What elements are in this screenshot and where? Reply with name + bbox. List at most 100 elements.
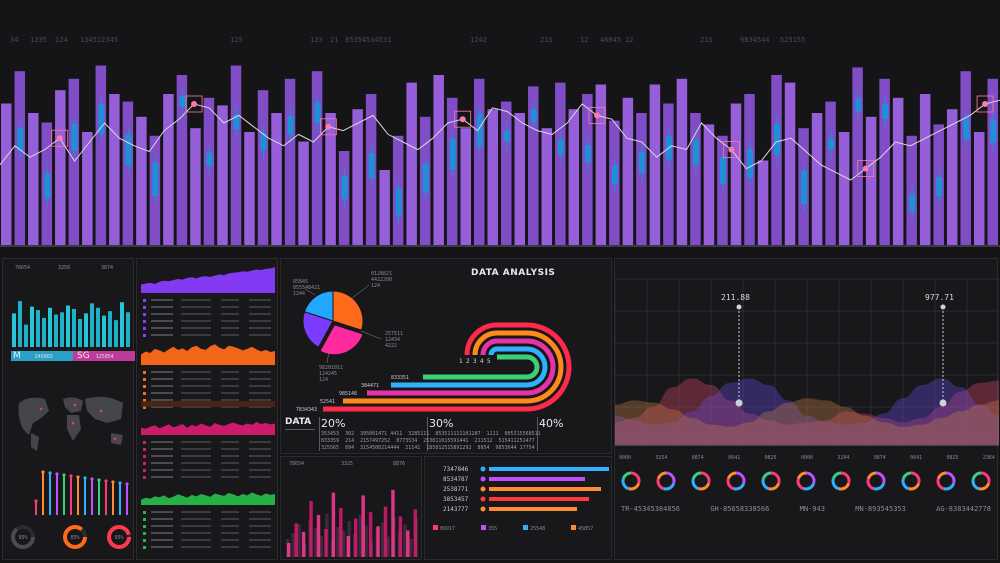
data-table-row: 325565 894 3154500214444 21141 1858125158912… — [321, 445, 611, 452]
list-row-text — [221, 299, 239, 301]
arc-bar-curve — [526, 322, 572, 412]
pink-bar — [398, 516, 403, 557]
list-row-text — [151, 476, 173, 478]
list-row-text — [181, 525, 211, 527]
left-bar — [24, 324, 28, 347]
list-row-text — [221, 334, 239, 336]
cell: 3154500214444 — [360, 445, 400, 451]
arc-scale-label: 5 — [487, 358, 491, 365]
pie-slice — [332, 290, 364, 331]
top-bar — [406, 82, 417, 246]
candle-body — [98, 104, 105, 134]
top-bar — [136, 116, 147, 246]
pink-bar — [294, 523, 298, 557]
pie-label-group-1: 85845 855548421 1244 — [293, 279, 320, 297]
top-bar — [771, 75, 782, 246]
area-series — [141, 344, 275, 365]
percent-20: 20% — [321, 417, 346, 430]
top-bar — [960, 71, 971, 246]
hbar-label: 2538771 — [443, 486, 469, 493]
wave-grid — [615, 278, 999, 445]
hbar-label: 7347846 — [443, 466, 469, 473]
top-bar — [973, 132, 985, 246]
top-bar — [217, 105, 228, 247]
cell: 005315568511 — [504, 431, 541, 437]
cell: 302 — [345, 431, 355, 437]
ticker-text: 34 — [10, 36, 18, 44]
top-candlestick-chart: 34 1235 124 134512345 125 123 21 85354534531 124… — [0, 0, 1000, 250]
hbar-label: 8534787 — [443, 476, 469, 483]
ticker-text: 215 — [700, 36, 713, 44]
top-bar — [244, 132, 255, 246]
ticker-text: 12 — [580, 36, 588, 44]
list-row-text — [151, 334, 173, 336]
cell: 2157497252 — [360, 438, 391, 444]
top-bar — [879, 78, 890, 246]
left-bar — [18, 301, 22, 347]
top-bar — [325, 113, 336, 246]
gauge-3 — [107, 525, 131, 549]
data-analysis-pie — [302, 284, 382, 364]
list-row-text — [181, 327, 211, 329]
donut-segment — [831, 478, 840, 491]
hbar — [489, 477, 585, 481]
donut-segment — [901, 478, 910, 491]
multibar-cap — [69, 474, 73, 478]
donut-segment — [691, 478, 700, 491]
multibar-cap — [48, 471, 52, 475]
top-bar — [95, 65, 107, 246]
list-row-text — [221, 306, 239, 308]
candle-body — [395, 188, 402, 216]
data-table-row: 833359 214 2157497252 8773534 25381101559144… — [321, 438, 611, 445]
left-bar — [72, 308, 76, 347]
list-row-dot — [143, 532, 146, 535]
list-row-dot — [143, 313, 146, 316]
ticker-text: 9834544 — [740, 36, 770, 44]
list-row-dot — [143, 299, 146, 302]
footer-code: MN-893545353 — [855, 505, 906, 513]
list-row-text — [181, 539, 211, 541]
donut-segment — [796, 471, 807, 480]
ticker-text: 21 — [330, 36, 338, 44]
pink-bar-bg — [336, 527, 340, 557]
candle-body — [774, 124, 781, 155]
pink-bar — [354, 518, 358, 557]
list-row-dot — [143, 441, 146, 444]
legend-item: 355 — [481, 525, 497, 532]
hbar-labels: 7347846 8534787 2538771 3853457 2143777 — [443, 465, 468, 515]
cell: 9853644 17754 — [495, 445, 535, 451]
donut-label: 3254 — [655, 455, 668, 461]
left-bar — [60, 312, 64, 347]
donut-segment — [943, 482, 956, 491]
top-candle-series — [17, 88, 997, 224]
list-row-text — [221, 441, 239, 443]
top-bar — [257, 90, 269, 246]
callout-2-value: 977.71 — [925, 293, 954, 302]
list-row-text — [249, 299, 271, 301]
pink-bar — [376, 526, 380, 557]
hbar-label: 2143777 — [443, 506, 469, 513]
donut-label: 0825 — [946, 455, 959, 461]
pink-bar-bg — [313, 528, 318, 557]
candle-body — [963, 118, 970, 140]
pie-label-11: 124245 — [319, 371, 338, 377]
list-row-dot — [143, 306, 146, 309]
pie-leader — [304, 288, 316, 296]
left-bar — [54, 314, 58, 347]
hbar-dot — [480, 476, 486, 482]
cell: 253811015591441 — [423, 438, 469, 444]
list-row-dot — [143, 399, 146, 402]
footer-code: GH-85658338566 — [710, 505, 770, 513]
pie-label-7: 257511 — [385, 331, 404, 337]
left-bar — [102, 315, 106, 347]
list-row-dot — [143, 455, 146, 458]
percent-40: 40% — [539, 417, 564, 430]
arc-scale-label: 3 — [473, 358, 477, 365]
top-bar — [68, 78, 80, 246]
pink-bar — [406, 530, 410, 557]
stacked-area-charts — [141, 267, 275, 549]
line-marker-box — [51, 129, 69, 147]
top-bar — [284, 78, 296, 246]
candle-body — [557, 139, 564, 155]
pink-bar-bg — [297, 524, 301, 557]
